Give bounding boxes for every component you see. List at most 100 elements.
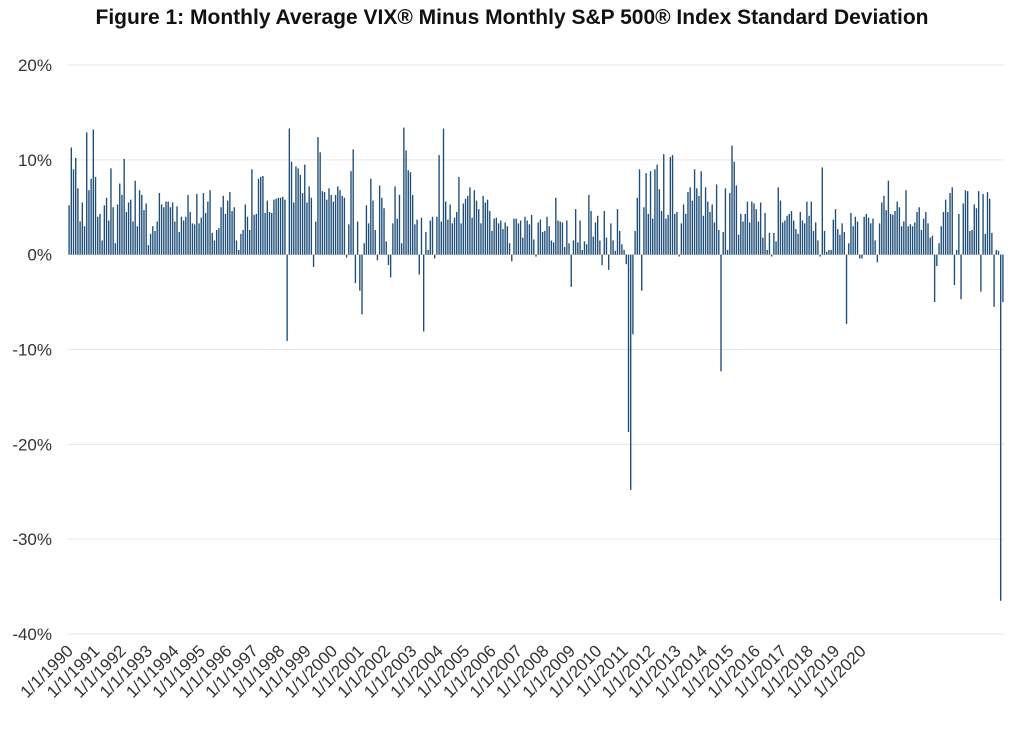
bar <box>702 215 705 255</box>
bar <box>971 230 973 255</box>
bar <box>997 250 1000 255</box>
bar <box>264 212 266 255</box>
bar <box>189 211 191 255</box>
bar <box>323 192 326 255</box>
bar <box>552 242 555 255</box>
bar <box>235 240 238 255</box>
bar <box>299 175 302 255</box>
bar <box>156 221 158 255</box>
bar <box>101 240 103 255</box>
bar <box>218 228 220 255</box>
bar <box>211 232 213 255</box>
bar <box>757 221 760 255</box>
bar <box>594 222 597 255</box>
bar <box>528 224 531 255</box>
bar <box>425 231 427 255</box>
gridlines <box>68 64 1004 635</box>
bar <box>936 254 938 267</box>
bar <box>962 203 964 255</box>
bar <box>711 204 713 255</box>
bar <box>167 201 169 255</box>
bar <box>537 222 539 255</box>
bar <box>207 201 209 255</box>
bar <box>163 207 165 255</box>
bar <box>574 209 577 255</box>
bar <box>859 254 861 259</box>
bar <box>550 240 553 255</box>
bar <box>1002 254 1004 303</box>
bar <box>619 230 621 255</box>
bar <box>700 171 702 255</box>
bar <box>667 214 669 255</box>
bar <box>458 176 460 255</box>
bar <box>856 221 859 255</box>
bar <box>376 254 379 261</box>
bar <box>420 217 423 255</box>
bar <box>185 216 187 255</box>
bar <box>475 200 478 255</box>
bar <box>268 211 271 255</box>
bar <box>244 204 246 255</box>
bar <box>572 240 575 255</box>
bar <box>290 161 293 255</box>
bar <box>790 211 793 255</box>
bar <box>97 216 99 255</box>
bar <box>511 254 513 262</box>
bar <box>182 220 185 255</box>
bar <box>191 223 194 255</box>
bar <box>334 194 337 255</box>
bar <box>332 201 335 255</box>
bar <box>616 209 619 255</box>
bar <box>870 223 872 255</box>
bar <box>607 254 610 270</box>
bar <box>431 216 434 255</box>
bar <box>315 221 317 255</box>
bar <box>900 226 903 255</box>
bar <box>704 187 707 255</box>
bar <box>279 197 282 255</box>
bar <box>601 254 603 266</box>
bar <box>792 220 795 255</box>
bar <box>889 213 892 255</box>
bar <box>119 183 121 255</box>
bar <box>213 240 216 255</box>
bar <box>797 233 799 255</box>
bar <box>506 226 509 255</box>
bar <box>806 201 808 255</box>
bar <box>883 195 885 255</box>
bar <box>665 218 667 255</box>
bar <box>878 223 881 255</box>
bar <box>966 191 969 255</box>
bar <box>251 169 253 255</box>
bar <box>751 201 753 255</box>
bar <box>266 200 268 255</box>
bar <box>86 132 88 255</box>
bar <box>691 200 694 255</box>
bar <box>284 199 286 255</box>
bar <box>755 209 757 255</box>
bar <box>544 230 546 255</box>
bar <box>491 230 493 255</box>
bar <box>927 223 929 255</box>
bar <box>885 210 887 255</box>
bar <box>220 207 222 255</box>
bar <box>160 204 163 255</box>
bar <box>112 207 114 255</box>
bar <box>215 230 218 255</box>
bar-series <box>68 127 1004 601</box>
bar <box>817 240 819 255</box>
bar <box>722 231 724 255</box>
bar <box>493 218 495 255</box>
bar <box>652 218 654 255</box>
bar <box>464 198 467 255</box>
bar <box>768 232 771 255</box>
bar <box>105 197 108 255</box>
bar <box>99 213 101 255</box>
bar <box>784 220 786 255</box>
bar <box>579 220 581 255</box>
bar <box>149 233 152 255</box>
bar <box>731 145 733 255</box>
bar <box>341 195 343 255</box>
bar <box>645 173 647 255</box>
y-axis-ticks: -40% -30% -20% -10% 0% 10% 20% <box>12 56 52 644</box>
